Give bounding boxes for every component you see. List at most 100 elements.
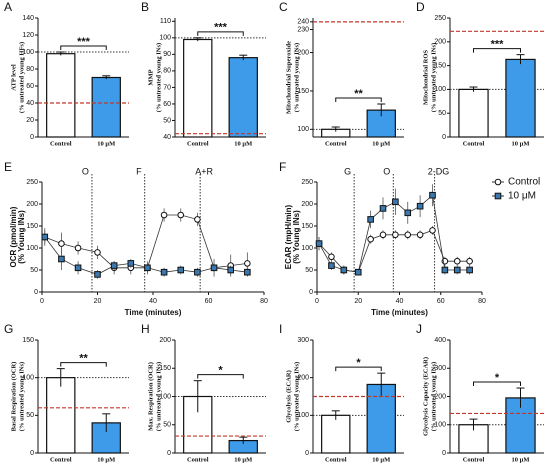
marker [127, 260, 135, 267]
y-tick-label: 250 [26, 179, 38, 186]
y-tick-label: 70 [163, 84, 171, 91]
y-tick-label: 20 [26, 117, 34, 124]
marker [177, 211, 185, 219]
marker [144, 264, 151, 272]
y-tick-label: 0 [30, 134, 34, 141]
legend-label: 10 μM [508, 191, 536, 202]
x-tick-label: 10 μM [97, 456, 115, 463]
x-tick-label: 10 μM [234, 140, 252, 147]
y-tick-label: 0 [305, 450, 309, 457]
x-tick-label: 80 [260, 298, 268, 305]
x-tick-label: 10 μM [97, 140, 115, 147]
significance-bracket [60, 45, 107, 50]
y-tick-label: 100 [159, 393, 171, 400]
y-tick-label: 100 [301, 245, 313, 252]
panel-letter: D [416, 0, 425, 14]
significance-bracket [197, 374, 244, 379]
marker [244, 260, 251, 267]
y-axis-label: Mitochondrial Superoxide [285, 41, 292, 114]
panel-letter: A [4, 0, 12, 14]
y-tick-label: 0 [442, 450, 446, 457]
y-tick-label: 0 [167, 450, 171, 457]
x-tick-label: 10 μM [234, 456, 252, 463]
marker [160, 211, 168, 219]
marker [453, 266, 461, 274]
y-axis-label: (% untreated young INs) [18, 362, 25, 431]
x-tick-label: 0 [315, 298, 319, 305]
y-axis-label: (% untreated young INs) [430, 362, 437, 431]
y-tick-label: 80 [163, 68, 171, 75]
significance-bracket [473, 48, 521, 53]
legend-marker [494, 178, 502, 186]
y-tick-label: 0 [34, 289, 38, 296]
y-tick-label: 200 [434, 393, 446, 400]
y-axis-label: (% untreated young INs) [155, 362, 162, 431]
marker [94, 271, 101, 278]
y-tick-label: 50 [438, 110, 446, 117]
y-tick-label: 50 [30, 267, 38, 274]
marker [177, 266, 185, 274]
marker [194, 268, 201, 276]
panel-letter: J [416, 322, 422, 336]
significance-bracket [335, 97, 382, 102]
x-tick-label: 10 μM [512, 456, 530, 463]
x-tick-label: Control [187, 456, 209, 463]
y-tick-label: 230 [297, 26, 309, 33]
x-tick-label: 40 [396, 298, 404, 305]
marker [466, 257, 473, 265]
marker [354, 268, 362, 276]
panel-letter: C [279, 0, 288, 14]
y-tick-label: 0 [309, 289, 313, 296]
y-tick-label: 200 [159, 337, 171, 344]
marker [392, 231, 399, 239]
y-tick-label: 110 [160, 18, 171, 25]
marker [416, 231, 424, 239]
y-tick-label: 150 [22, 337, 34, 344]
significance-label: *** [214, 22, 228, 34]
marker [404, 231, 412, 239]
x-tick-label: Control [463, 456, 485, 463]
injection-label: F [136, 166, 142, 176]
marker [160, 268, 168, 276]
y-tick-label: 90 [163, 51, 171, 58]
marker [110, 262, 118, 269]
y-tick-label: 60 [26, 83, 34, 90]
y-tick-label: 120 [22, 32, 34, 39]
x-tick-label: Control [187, 140, 209, 147]
marker [94, 249, 101, 256]
y-axis-label: ATP level [10, 64, 17, 91]
legend-marker [494, 192, 502, 200]
marker [466, 266, 473, 274]
y-axis-label: Glycolysis Capacity (ECAR) [422, 357, 429, 436]
x-tick-label: 20 [354, 298, 362, 305]
y-tick-label: 40 [163, 134, 171, 141]
y-tick-label: 100 [26, 245, 38, 252]
marker [227, 266, 234, 274]
y-axis-label: (% untreated young INs) [155, 43, 162, 112]
x-tick-label: 10 μM [372, 456, 390, 463]
y-tick-label: 200 [434, 39, 446, 46]
marker [210, 264, 218, 272]
x-tick-label: Control [50, 140, 72, 147]
marker [416, 202, 424, 210]
injection-label: G [344, 166, 351, 176]
y-tick-label: 140 [22, 15, 34, 22]
y-axis-label: (% untreated young INs) [293, 362, 300, 431]
y-axis-label: Max. Respiration (OCR) [147, 362, 154, 431]
x-tick-label: 80 [478, 298, 486, 305]
significance-label: * [218, 365, 223, 377]
injection-label: O [82, 166, 89, 176]
marker [58, 240, 65, 247]
significance-bracket [335, 366, 382, 372]
x-tick-label: 60 [437, 298, 445, 305]
x-axis-label: Time (minutes) [371, 308, 428, 317]
y-tick-label: 0 [442, 134, 446, 141]
marker [194, 216, 201, 223]
injection-label: 2-DG [428, 166, 450, 176]
y-tick-label: 200 [301, 201, 313, 208]
y-tick-label: 250 [301, 179, 313, 186]
bar [183, 38, 213, 138]
bar [228, 57, 258, 138]
panel-letter: H [141, 322, 150, 336]
